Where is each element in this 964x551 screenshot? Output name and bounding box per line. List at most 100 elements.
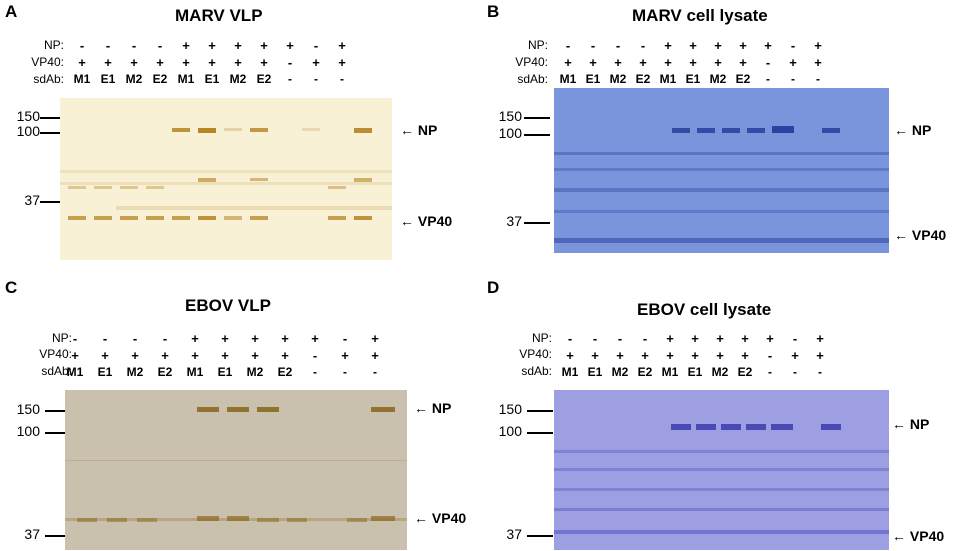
vp40-lane-8: + bbox=[739, 55, 747, 70]
vp40-lane-5: + bbox=[666, 348, 674, 363]
marker-tick bbox=[527, 535, 553, 537]
marker-tick bbox=[45, 432, 71, 434]
sdab-lane-3: M2 bbox=[609, 72, 627, 86]
np-lane-3: - bbox=[132, 331, 138, 346]
vp40-lane-3: + bbox=[616, 348, 624, 363]
panel-title: EBOV cell lysate bbox=[637, 300, 772, 319]
sdab-lane-1: M1 bbox=[559, 72, 577, 86]
vp40-lane-11: + bbox=[816, 348, 824, 363]
marker-label-100: 100 bbox=[16, 123, 40, 139]
np-lane-10: - bbox=[790, 38, 796, 53]
vp40-row-label: VP40: bbox=[519, 347, 552, 361]
marker-tick bbox=[527, 432, 553, 434]
sdab-lane-2: E1 bbox=[585, 72, 601, 86]
sdab-lane-9: - bbox=[288, 72, 292, 86]
np-lane-6: + bbox=[208, 38, 216, 53]
np-lane-7: + bbox=[714, 38, 722, 53]
np-lane-2: - bbox=[592, 331, 598, 346]
np-lane-1: - bbox=[72, 331, 78, 346]
marker-label-100: 100 bbox=[498, 125, 522, 141]
vp40-lane-2: + bbox=[101, 348, 109, 363]
sdab-row-label: sdAb: bbox=[41, 364, 72, 378]
sdab-lane-1: M1 bbox=[66, 365, 84, 379]
sdab-lane-10: - bbox=[793, 365, 797, 379]
np-lane-10: - bbox=[313, 38, 319, 53]
marker-tick bbox=[45, 410, 71, 412]
panel-letter: B bbox=[487, 2, 500, 21]
sdab-lane-2: E1 bbox=[97, 365, 113, 379]
vp40-lane-3: + bbox=[130, 55, 138, 70]
vp40-row-label: VP40: bbox=[515, 55, 548, 69]
np-lane-9: + bbox=[311, 331, 319, 346]
sdab-lane-6: E1 bbox=[217, 365, 233, 379]
vp40-lane-4: + bbox=[641, 348, 649, 363]
vp40-lane-4: + bbox=[161, 348, 169, 363]
sdab-lane-9: - bbox=[313, 365, 317, 379]
vp40-lane-7: + bbox=[716, 348, 724, 363]
sdab-lane-11: - bbox=[340, 72, 344, 86]
vp40-lane-1: + bbox=[71, 348, 79, 363]
sdab-row-label: sdAb: bbox=[521, 364, 552, 378]
vp40-lane-10: + bbox=[789, 55, 797, 70]
sdab-lane-4: E2 bbox=[157, 365, 173, 379]
np-lane-7: + bbox=[716, 331, 724, 346]
np-lane-9: + bbox=[766, 331, 774, 346]
sdab-lane-3: M2 bbox=[126, 365, 144, 379]
marker-label-150: 150 bbox=[498, 401, 522, 417]
vp40-lane-3: + bbox=[131, 348, 139, 363]
vp40-row-label: VP40: bbox=[31, 55, 64, 69]
vp40-lane-11: + bbox=[338, 55, 346, 70]
vp40-lane-11: + bbox=[814, 55, 822, 70]
sdab-lane-7: M2 bbox=[711, 365, 729, 379]
np-lane-1: - bbox=[79, 38, 85, 53]
np-lane-7: + bbox=[251, 331, 259, 346]
gel-image bbox=[65, 390, 407, 550]
sdab-lane-10: - bbox=[343, 365, 347, 379]
sdab-lane-5: M1 bbox=[177, 72, 195, 86]
vp40-lane-9: - bbox=[767, 348, 773, 363]
marker-label-100: 100 bbox=[498, 423, 522, 439]
vp40-lane-6: + bbox=[689, 55, 697, 70]
np-lane-11: + bbox=[816, 331, 824, 346]
vp40-band-label: ← VP40 bbox=[414, 510, 467, 526]
np-lane-5: + bbox=[666, 331, 674, 346]
sdab-lane-8: E2 bbox=[735, 72, 751, 86]
panel-letter: C bbox=[5, 278, 18, 297]
vp40-lane-8: + bbox=[741, 348, 749, 363]
vp40-lane-3: + bbox=[614, 55, 622, 70]
vp40-lane-8: + bbox=[260, 55, 268, 70]
np-row-label: NP: bbox=[531, 331, 552, 345]
marker-tick bbox=[45, 535, 71, 537]
vp40-lane-8: + bbox=[281, 348, 289, 363]
sdab-lane-4: E2 bbox=[637, 365, 653, 379]
np-lane-6: + bbox=[691, 331, 699, 346]
np-lane-8: + bbox=[260, 38, 268, 53]
vp40-lane-6: + bbox=[208, 55, 216, 70]
vp40-lane-4: + bbox=[156, 55, 164, 70]
marker-label-37: 37 bbox=[24, 526, 40, 542]
vp40-lane-7: + bbox=[714, 55, 722, 70]
np-lane-2: - bbox=[105, 38, 111, 53]
vp40-lane-7: + bbox=[234, 55, 242, 70]
vp40-lane-5: + bbox=[191, 348, 199, 363]
marker-label-100: 100 bbox=[16, 423, 40, 439]
np-lane-4: - bbox=[157, 38, 163, 53]
vp40-lane-9: - bbox=[765, 55, 771, 70]
gel-svg-a bbox=[60, 98, 392, 260]
sdab-lane-5: M1 bbox=[661, 365, 679, 379]
sdab-lane-6: E1 bbox=[204, 72, 220, 86]
vp40-lane-4: + bbox=[639, 55, 647, 70]
sdab-lane-1: M1 bbox=[561, 365, 579, 379]
np-lane-4: - bbox=[162, 331, 168, 346]
np-lane-8: + bbox=[741, 331, 749, 346]
np-band-label: ← NP bbox=[892, 416, 930, 432]
sdab-row-label: sdAb: bbox=[517, 72, 548, 86]
gel-image bbox=[60, 98, 392, 260]
np-lane-9: + bbox=[764, 38, 772, 53]
gel-svg-b bbox=[554, 88, 889, 253]
panel-letter: A bbox=[5, 2, 18, 21]
sdab-lane-11: - bbox=[816, 72, 820, 86]
np-lane-7: + bbox=[234, 38, 242, 53]
vp40-lane-6: + bbox=[691, 348, 699, 363]
vp40-lane-1: + bbox=[78, 55, 86, 70]
